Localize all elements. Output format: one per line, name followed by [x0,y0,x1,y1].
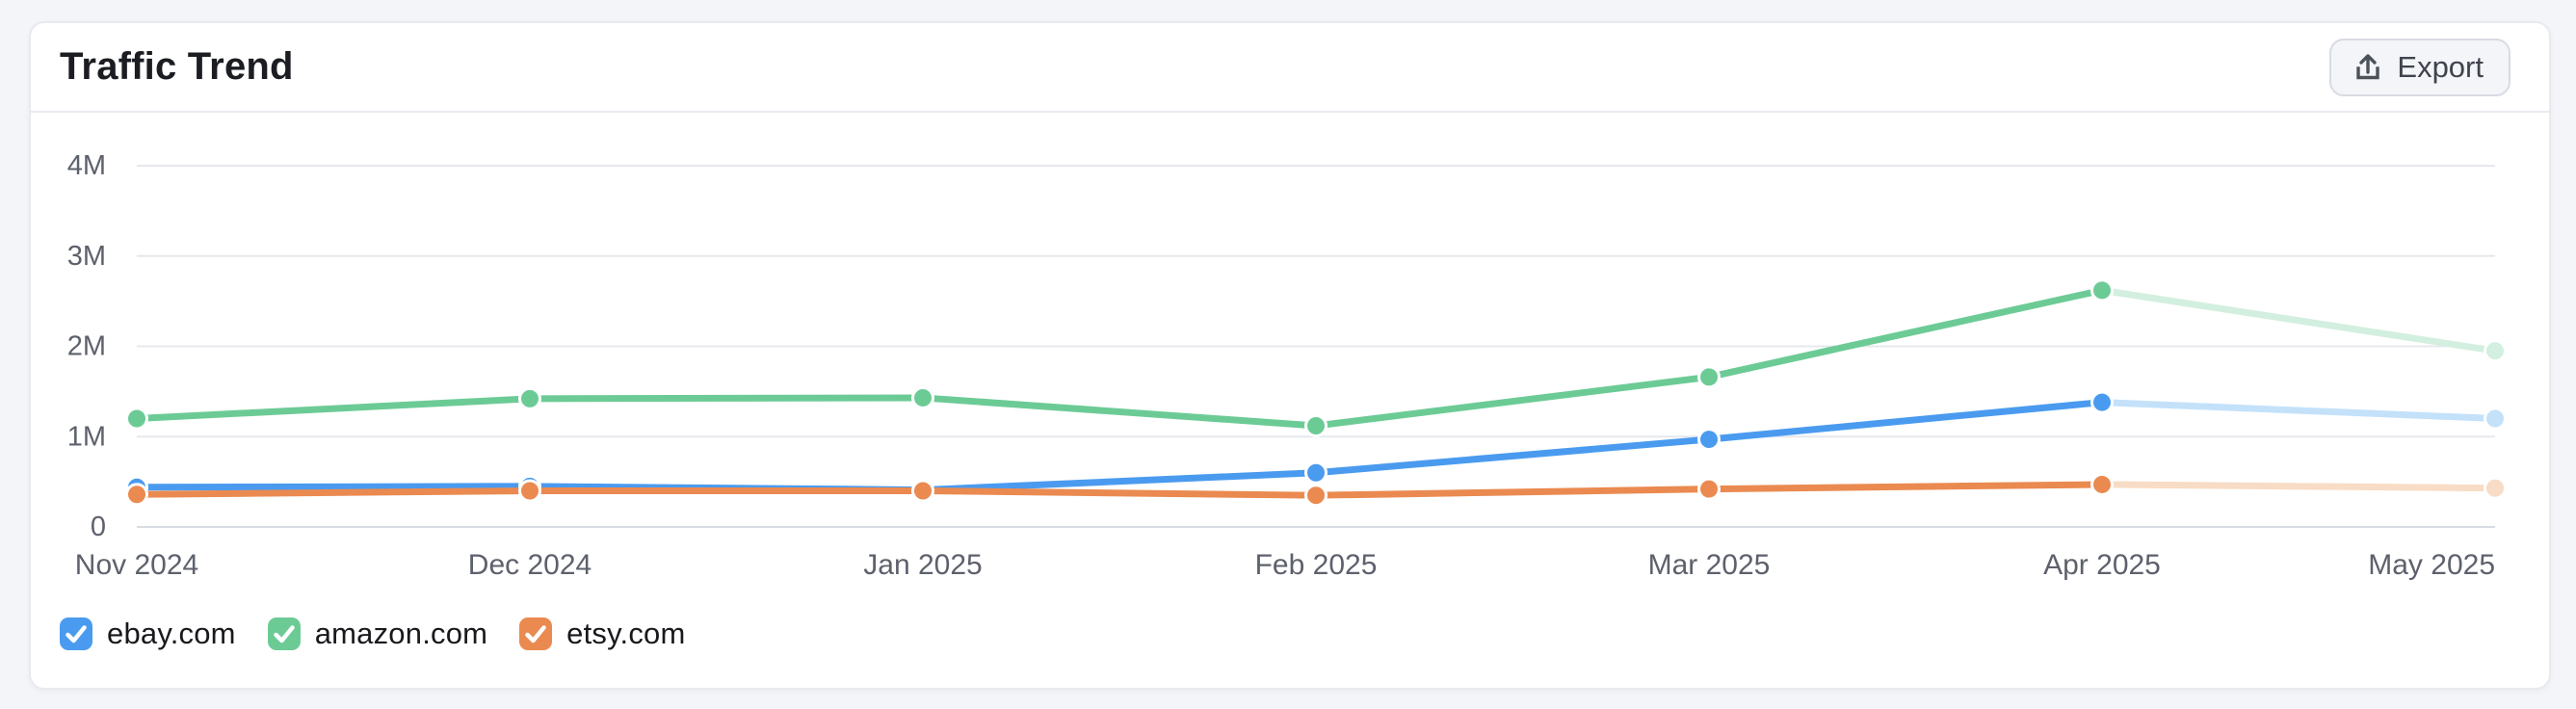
data-point[interactable] [125,407,148,431]
legend-item-etsy-com[interactable]: etsy.com [519,617,685,651]
series-polyline [133,286,2106,430]
data-point[interactable] [1304,484,1327,508]
y-axis-tick-label: 1M [67,421,106,452]
data-point-projected[interactable] [2484,476,2507,500]
series-polyline [133,481,2106,499]
legend-label-ebay-com: ebay.com [107,617,236,650]
data-point-projected[interactable] [2484,339,2507,363]
data-point[interactable] [2090,472,2114,496]
traffic-trend-card: Traffic Trend Export 0 1M 2M 3M 4M Nov 2024 De… [29,21,2551,690]
data-point[interactable] [911,385,934,409]
chart-legend: ebay.com amazon.com etsy.com [60,617,718,651]
data-point[interactable] [518,479,541,503]
export-button-label: Export [2397,49,2484,84]
legend-checkbox-ebay-com[interactable] [60,617,92,650]
export-button[interactable]: Export [2329,38,2510,96]
card-header: Traffic Trend Export [31,23,2549,113]
series-amazon-com [125,278,2507,437]
x-axis-tick-label: Mar 2025 [1648,549,1771,581]
y-axis-tick-label: 2M [67,331,106,362]
data-point[interactable] [2090,390,2114,414]
checkmark-icon [273,625,295,643]
x-axis-tick-label: May 2025 [2368,549,2495,581]
data-point[interactable] [1304,460,1327,485]
series-etsy-com [125,472,2507,508]
traffic-chart: 0 1M 2M 3M 4M Nov 2024 Dec 2024 Jan 2025 Feb 202… [67,150,2507,581]
y-axis-tick-label: 3M [67,241,106,272]
page-title: Traffic Trend [60,45,294,88]
data-point[interactable] [1304,414,1327,437]
legend-item-ebay-com[interactable]: ebay.com [60,617,236,651]
y-axis-tick-label: 4M [67,150,106,181]
legend-label-amazon-com: amazon.com [314,617,488,650]
data-point[interactable] [1697,428,1721,452]
upload-icon [2353,52,2383,83]
data-point[interactable] [1697,365,1721,389]
data-point[interactable] [911,479,934,503]
x-axis-tick-label: Dec 2024 [468,549,591,581]
data-point[interactable] [1697,477,1721,501]
projected-segment [2098,481,2499,492]
x-axis-tick-label: Feb 2025 [1255,549,1378,581]
data-point[interactable] [125,483,148,507]
data-point-projected[interactable] [2484,407,2507,431]
legend-label-etsy-com: etsy.com [566,617,686,650]
series-polyline [133,399,2106,494]
x-axis-tick-label: Jan 2025 [863,549,982,581]
y-axis-tick-label: 0 [91,512,106,542]
checkmark-icon [66,625,87,643]
checkmark-icon [525,625,546,643]
x-axis-tick-label: Nov 2024 [75,549,198,581]
projected-segment [2098,399,2499,422]
legend-item-amazon-com[interactable]: amazon.com [267,617,488,651]
data-point[interactable] [518,386,541,410]
x-axis-tick-label: Apr 2025 [2043,549,2161,581]
projected-segment [2098,286,2499,354]
legend-checkbox-amazon-com[interactable] [267,617,301,650]
legend-checkbox-etsy-com[interactable] [519,617,553,650]
data-point[interactable] [2090,278,2114,302]
